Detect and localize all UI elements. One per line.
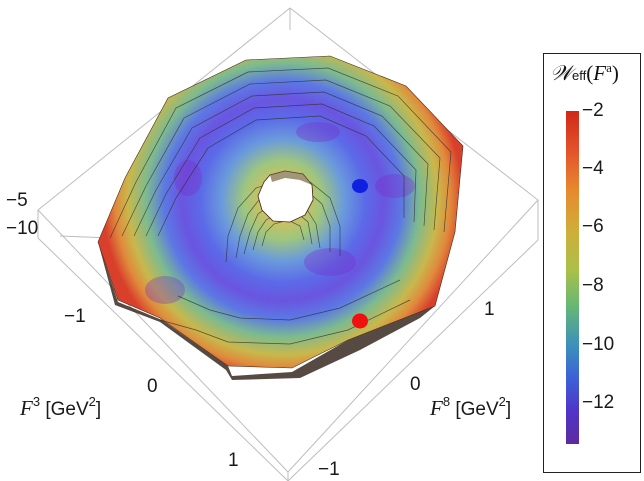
surface-side-wall: [98, 242, 435, 380]
colorbar-tick: −8: [582, 275, 604, 296]
colorbar-title: 𝒲eff(Fa): [550, 60, 619, 85]
z-tick-label: −5: [6, 190, 28, 211]
y-axis-label: F8 [GeV2]: [429, 394, 511, 420]
y-tick-label: −1: [318, 459, 340, 480]
y-tick-label: 0: [410, 374, 421, 395]
colorbar-tick: −10: [582, 334, 615, 355]
colorbar-tick: −6: [582, 216, 604, 237]
x-tick-label: 1: [228, 450, 239, 471]
colorbar-tick: −2: [582, 100, 604, 121]
x-tick-label: −1: [64, 306, 86, 327]
y-tick-label: 1: [484, 299, 495, 320]
colorbar-tick: −4: [582, 158, 604, 179]
contour-lines: [109, 67, 452, 345]
colorbar-gradient: [566, 111, 579, 444]
colorbar-legend: 𝒲eff(Fa) −2 −4 −6 −8 −10 −12: [543, 53, 641, 473]
minima-patches: [145, 122, 415, 304]
colorbar-tick: −12: [582, 392, 615, 413]
z-tick-label: −10: [6, 218, 38, 239]
marker-red: [352, 313, 368, 329]
hole-inner-wall: [270, 171, 312, 185]
marker-blue: [352, 179, 368, 193]
x-tick-label: 0: [147, 376, 158, 397]
bounding-box: [37, 7, 539, 481]
x-axis-label: F3 [GeV2]: [19, 394, 101, 420]
